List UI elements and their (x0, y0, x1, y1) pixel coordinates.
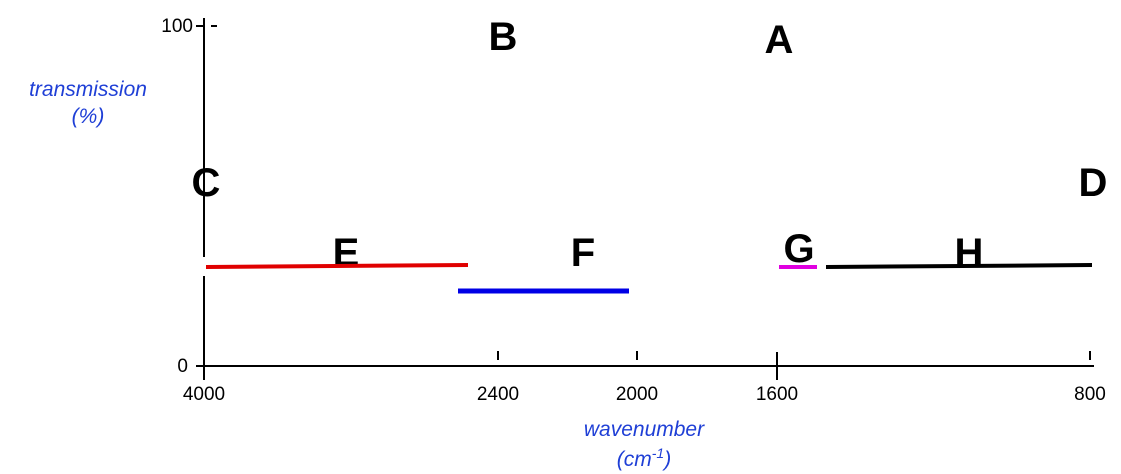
region-label-D: D (1079, 161, 1108, 205)
region-label-E: E (333, 231, 360, 275)
y-axis-title-line2: (%) (72, 105, 105, 128)
x-axis-title-unit-sup: -1 (652, 445, 664, 461)
x-tick-label-4000: 4000 (183, 384, 225, 405)
x-axis-title-unit-base: (cm (617, 448, 652, 471)
x-tick-label-1600: 1600 (756, 384, 798, 405)
y-axis-title-line1: transmission (29, 78, 147, 101)
axis-gap-mask (200, 257, 209, 276)
segment-E (205, 263, 469, 269)
y-tick-label-0: 0 (177, 356, 188, 377)
region-label-A: A (765, 18, 794, 62)
y-tick-label-100: 100 (161, 16, 193, 37)
region-label-B: B (489, 15, 518, 59)
x-axis-title-line1: wavenumber (584, 418, 705, 441)
region-label-G: G (783, 227, 814, 271)
x-axis-title-line2: (cm-1) (617, 445, 671, 471)
x-tick-label-800: 800 (1074, 384, 1106, 405)
x-tick-label-2000: 2000 (616, 384, 658, 405)
region-label-H: H (955, 231, 984, 275)
region-label-C: C (192, 161, 221, 205)
segment-H (825, 263, 1093, 269)
x-axis-title-unit-end: ) (661, 448, 671, 471)
x-tick-label-2400: 2400 (477, 384, 519, 405)
region-label-F: F (571, 231, 595, 275)
